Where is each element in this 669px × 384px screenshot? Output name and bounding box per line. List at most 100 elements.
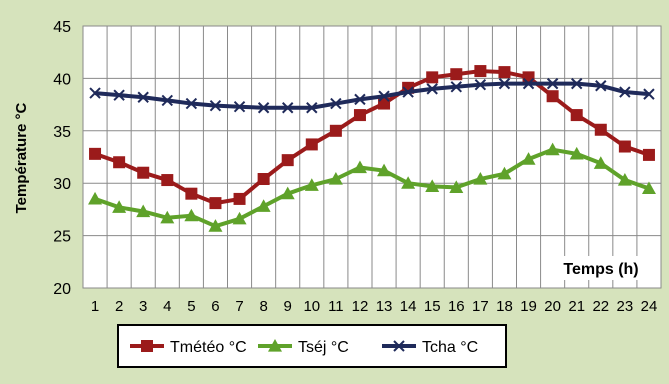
data-point-square [570, 109, 583, 122]
x-tick-label: 12 [352, 298, 369, 315]
data-point-triangle [280, 186, 295, 200]
data-point-x-stroke [402, 86, 414, 98]
data-point-x [89, 87, 101, 99]
data-point-triangle [88, 191, 103, 205]
data-point-square [185, 187, 198, 200]
data-point-square [474, 65, 487, 78]
data-point-square [305, 138, 318, 151]
data-point-x [426, 83, 438, 95]
data-point-x [257, 102, 270, 114]
data-point-square [281, 154, 294, 167]
data-point-x-stroke [233, 100, 246, 113]
legend-item-1: Tmétéo °C [130, 339, 247, 356]
data-point-triangle [473, 172, 488, 185]
x-tick-label: 11 [328, 298, 344, 315]
y-tick-label: 45 [53, 19, 71, 36]
x-tick-label: 13 [376, 298, 393, 315]
data-point-triangle [328, 172, 343, 185]
data-point-square [450, 68, 463, 81]
y-tick-label: 35 [53, 124, 71, 141]
legend-item-3: Tcha °C [382, 339, 478, 356]
y-tick-label: 20 [53, 281, 71, 298]
data-point-x-stroke [89, 87, 101, 99]
data-point-x [330, 97, 342, 110]
data-point-x [619, 86, 631, 98]
x-tick-label: 3 [139, 298, 147, 315]
data-point-x-stroke [378, 90, 390, 102]
data-point-triangle [136, 204, 151, 218]
data-point-x [498, 77, 511, 90]
data-point-triangle [641, 181, 656, 195]
data-point-x-stroke [330, 97, 342, 110]
data-point-x [393, 340, 405, 352]
data-point-square [141, 340, 153, 352]
data-point-x [233, 100, 246, 113]
data-point-x [522, 77, 535, 90]
x-tick-label: 19 [520, 298, 537, 315]
y-tick-label: 30 [53, 176, 71, 193]
data-point-square [642, 148, 655, 161]
data-point-triangle [208, 219, 223, 232]
data-point-triangle [425, 179, 440, 192]
data-point-x-stroke [619, 86, 631, 98]
data-point-x-stroke [113, 89, 125, 101]
data-point-x [161, 94, 173, 107]
legend-box [117, 324, 507, 368]
data-point-triangle [268, 339, 282, 352]
data-point-x-stroke [571, 77, 583, 90]
data-point-square [618, 140, 631, 153]
data-point-x [474, 78, 487, 91]
data-point-x [306, 102, 318, 114]
data-point-x [571, 77, 583, 90]
data-point-square [498, 66, 511, 79]
x-tick-label: 9 [284, 298, 292, 315]
data-point-x-stroke [354, 93, 366, 106]
x-tick-label: 14 [400, 298, 417, 315]
x-tick-label: 15 [424, 298, 441, 315]
series-3 [89, 77, 655, 114]
data-point-square [161, 174, 174, 187]
data-point-triangle [569, 146, 584, 160]
series-layer [88, 65, 656, 232]
x-tick-label: 24 [641, 298, 658, 315]
data-point-x-stroke [595, 80, 607, 92]
data-point-x-stroke [546, 77, 559, 90]
data-point-triangle [521, 152, 536, 165]
data-point-x-stroke [161, 94, 173, 107]
data-point-x [546, 77, 559, 90]
x-tick-label: 1 [91, 298, 99, 315]
data-point-x-stroke [185, 97, 198, 110]
y-tick-label: 40 [53, 71, 71, 88]
x-tick-label: 10 [303, 298, 320, 315]
data-point-x [402, 86, 414, 98]
data-point-triangle [545, 142, 560, 156]
x-axis-label: Temps (h) [563, 261, 638, 278]
data-point-triangle [304, 178, 319, 191]
data-point-x [643, 88, 655, 100]
data-point-x [185, 97, 198, 110]
data-point-square [522, 71, 535, 84]
data-point-x [137, 91, 149, 103]
data-point-square [353, 109, 366, 122]
data-point-square [137, 166, 150, 179]
x-tick-label: 17 [472, 298, 489, 315]
data-point-triangle [232, 211, 247, 225]
series-line [94, 81, 650, 110]
plot-border [82, 25, 662, 289]
x-tick-label: 7 [235, 298, 243, 315]
y-axis-label: Température °C [13, 102, 30, 213]
data-point-square [257, 173, 270, 186]
data-point-triangle [256, 199, 271, 212]
legend: Tmétéo °C Tséj °C Tcha °C [117, 324, 507, 368]
data-point-triangle [160, 210, 175, 224]
y-tick-label: 25 [53, 229, 71, 246]
legend-label: Tmétéo °C [170, 339, 247, 356]
data-point-triangle [449, 180, 464, 193]
series-2 [88, 142, 656, 232]
x-tick-label: 16 [448, 298, 465, 315]
data-point-triangle [352, 160, 367, 174]
data-point-triangle [112, 200, 127, 213]
data-point-x-stroke [498, 77, 511, 90]
